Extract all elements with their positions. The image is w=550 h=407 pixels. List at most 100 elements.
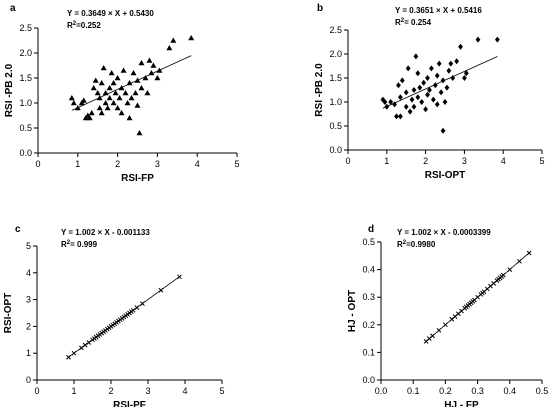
data-point xyxy=(507,267,513,272)
data-point xyxy=(438,89,444,96)
data-point xyxy=(454,58,460,65)
data-point xyxy=(142,75,149,81)
data-point xyxy=(442,99,448,105)
data-point xyxy=(116,95,123,101)
x-axis-title: HJ - FP xyxy=(444,400,479,407)
data-point xyxy=(429,65,434,72)
data-point xyxy=(384,103,390,110)
y-tick-label: 0.5 xyxy=(362,237,375,247)
panel-label: a xyxy=(10,3,16,14)
r-squared-symbol: R xyxy=(67,21,73,30)
data-point xyxy=(68,95,75,101)
data-point xyxy=(448,60,454,67)
data-point xyxy=(392,101,397,108)
y-tick-label: 0.3 xyxy=(362,292,375,302)
x-axis-title: RSI-PF xyxy=(113,400,146,407)
data-point xyxy=(130,307,136,313)
y-tick-label: 2.5 xyxy=(329,25,342,35)
data-point xyxy=(132,90,139,96)
data-point xyxy=(158,287,164,293)
data-point xyxy=(443,322,448,328)
x-tick-label: 1 xyxy=(71,386,76,396)
x-axis-title: RSI-OPT xyxy=(425,170,466,181)
data-point xyxy=(86,340,92,345)
data-point xyxy=(146,57,153,63)
r-squared-symbol: R xyxy=(395,18,401,27)
y-tick-label: 2.5 xyxy=(19,23,32,33)
y-tick-label: 0 xyxy=(26,375,31,385)
data-point xyxy=(399,77,405,84)
y-axis-title: HJ - OPT xyxy=(347,290,358,332)
data-point xyxy=(403,89,409,96)
data-point xyxy=(96,95,103,101)
data-point xyxy=(94,90,101,96)
x-tick-label: 0 xyxy=(35,159,40,169)
data-point xyxy=(114,75,121,81)
data-point xyxy=(423,106,428,113)
data-point xyxy=(444,84,450,91)
y-tick-label: 2.0 xyxy=(329,49,342,59)
data-point xyxy=(120,67,127,73)
data-point xyxy=(403,103,409,110)
data-point xyxy=(102,90,109,96)
data-point xyxy=(134,305,140,310)
data-point xyxy=(432,82,438,89)
data-point xyxy=(166,45,173,51)
x-tick-label: 3 xyxy=(462,156,467,166)
data-point xyxy=(407,108,413,115)
data-points xyxy=(380,36,500,134)
data-point xyxy=(446,67,452,74)
r-squared-exponent: 2 xyxy=(67,240,71,246)
data-point xyxy=(134,77,141,83)
y-tick-label: 1 xyxy=(26,348,31,358)
data-point xyxy=(450,75,456,81)
data-points xyxy=(68,35,195,136)
data-point xyxy=(411,103,417,110)
y-tick-label: 0.2 xyxy=(362,320,375,330)
x-tick-label: 0 xyxy=(345,156,350,166)
y-tick-label: 0.0 xyxy=(362,375,375,385)
data-point xyxy=(417,84,423,91)
data-point xyxy=(415,70,421,77)
x-tick-label: 0 xyxy=(34,386,39,396)
regression-equation: Y = 1.002 × X - 0.001133 xyxy=(61,228,150,237)
data-point xyxy=(110,80,117,86)
x-tick-label: 5 xyxy=(219,386,224,396)
x-tick-label: 1 xyxy=(384,156,389,166)
x-tick-label: 5 xyxy=(234,159,239,169)
data-point xyxy=(409,96,415,103)
data-point xyxy=(405,65,411,72)
x-tick-label: 0.4 xyxy=(504,386,517,396)
data-point xyxy=(66,354,71,360)
y-axis-title: RSI-OPT xyxy=(3,293,14,334)
data-point xyxy=(106,95,113,101)
data-point xyxy=(130,70,137,76)
r-squared-value: =0.252 xyxy=(76,21,101,30)
data-points xyxy=(66,274,182,360)
regression-equation: Y = 1.002 × X - 0.0003399 xyxy=(397,228,491,237)
x-tick-label: 2 xyxy=(108,386,113,396)
x-tick-label: 2 xyxy=(423,156,428,166)
data-point xyxy=(434,101,440,108)
data-point xyxy=(98,80,105,86)
data-point xyxy=(430,333,435,339)
data-point xyxy=(71,350,77,356)
x-tick-label: 4 xyxy=(501,156,506,166)
r-squared: R2=0.9980 xyxy=(397,240,436,249)
r-squared-exponent: 2 xyxy=(73,21,77,27)
x-tick-label: 0.5 xyxy=(536,386,549,396)
data-point xyxy=(440,127,446,134)
data-point xyxy=(74,105,81,111)
data-point xyxy=(70,100,77,106)
data-point xyxy=(154,75,161,81)
data-point xyxy=(150,62,157,68)
r-squared-value: = 0.999 xyxy=(70,240,97,249)
r-squared: R2= 0.254 xyxy=(395,18,432,27)
y-tick-label: 5 xyxy=(26,241,31,251)
regression-line xyxy=(382,56,498,109)
r-squared-exponent: 2 xyxy=(403,240,407,246)
